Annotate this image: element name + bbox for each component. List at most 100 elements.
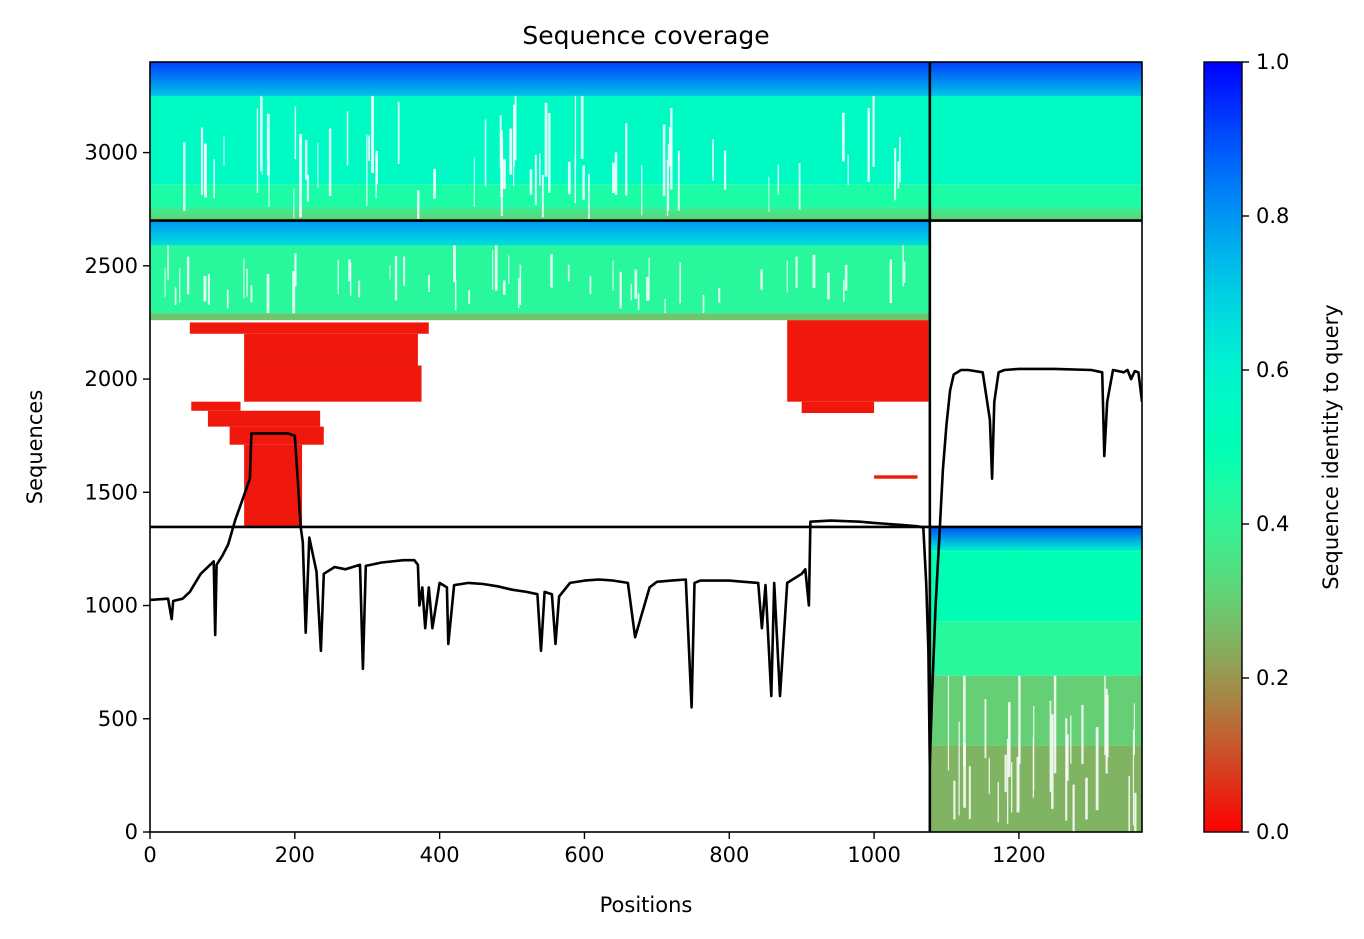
gap-streak — [260, 95, 262, 172]
fragment-rect — [191, 401, 241, 411]
gap-streak — [614, 152, 618, 195]
gap-streak — [867, 107, 870, 182]
heatmap-block — [150, 62, 1142, 221]
gap-streak — [539, 153, 541, 186]
gap-streak — [1018, 675, 1021, 764]
gap-streak — [872, 95, 875, 167]
gap-streak — [588, 173, 590, 220]
gap-streak — [666, 159, 669, 216]
gap-streak — [261, 97, 263, 176]
fragment-rect — [189, 322, 429, 334]
colorbar-tick-label: 0.0 — [1256, 820, 1289, 844]
y-tick-label: 1000 — [85, 594, 138, 618]
y-axis-label: Sequences — [23, 390, 47, 505]
heatmap-block — [189, 320, 929, 527]
gap-streak — [904, 261, 906, 284]
gap-streak — [670, 108, 673, 190]
colorbar: 0.0 0.2 0.4 0.6 0.8 1.0 Sequence identity to … — [1203, 50, 1343, 844]
x-tick-label: 1200 — [992, 843, 1045, 867]
gap-streak — [611, 162, 615, 194]
gap-streak — [484, 119, 487, 187]
gap-streak — [646, 277, 650, 301]
gap-streak — [760, 269, 763, 290]
gap-streak — [963, 742, 966, 808]
gap-streak — [226, 289, 229, 309]
gap-streak — [509, 128, 513, 175]
gap-streak — [567, 161, 571, 195]
colorbar-tick-label: 0.8 — [1256, 204, 1289, 228]
gap-streak — [889, 259, 892, 304]
gap-streak — [348, 259, 351, 282]
gap-streak — [243, 258, 245, 298]
x-tick-label: 600 — [564, 843, 604, 867]
gap-streak — [358, 280, 361, 298]
gap-streak — [1134, 792, 1137, 832]
gap-streak — [266, 113, 270, 176]
gap-streak — [453, 245, 456, 283]
gap-streak — [544, 102, 548, 177]
gap-streak — [294, 253, 297, 287]
coverage-line — [150, 367, 1142, 766]
gap-streak — [1095, 727, 1099, 811]
gap-streak — [534, 154, 537, 205]
x-axis-label: Positions — [600, 893, 693, 917]
gap-streak — [902, 245, 904, 287]
gap-streak — [503, 159, 506, 189]
gap-streak — [637, 293, 640, 311]
colorbar-tick-label: 1.0 — [1256, 50, 1289, 74]
gap-streak — [947, 675, 950, 771]
gap-streak — [1053, 675, 1057, 774]
x-axis: 0 200 400 600 800 1000 1200 — [143, 832, 1046, 867]
gap-streak — [625, 123, 628, 196]
heatmap-band — [929, 551, 1142, 622]
gap-streak — [368, 135, 370, 161]
x-tick-label: 1000 — [847, 843, 900, 867]
x-tick-label: 800 — [709, 843, 749, 867]
gap-streak — [786, 260, 788, 293]
x-tick-label: 0 — [143, 843, 156, 867]
gap-streak — [550, 254, 553, 288]
gap-streak — [634, 269, 638, 299]
alignment-gaps — [164, 95, 1137, 832]
gap-streak — [1004, 754, 1007, 793]
gap-streak — [207, 274, 210, 305]
heatmap-band — [150, 313, 930, 321]
gap-streak — [494, 245, 498, 291]
gap-streak — [795, 256, 798, 289]
gap-streak — [1016, 756, 1020, 813]
colorbar-tick-label: 0.2 — [1256, 666, 1289, 690]
gap-streak — [1081, 704, 1084, 764]
gap-streak — [517, 278, 520, 309]
gap-streak — [1132, 729, 1135, 826]
gap-streak — [712, 139, 714, 181]
fragment-rect — [244, 365, 422, 402]
gap-streak — [519, 264, 522, 305]
gap-streak — [529, 169, 533, 195]
gap-streak — [768, 176, 770, 213]
gap-streak — [1008, 702, 1011, 778]
heatmap-band — [929, 745, 1142, 832]
fragment-rect — [244, 444, 303, 527]
heatmap-band — [150, 206, 1142, 221]
gap-streak — [473, 157, 475, 207]
gap-streak — [612, 260, 614, 291]
gap-streak — [508, 255, 510, 285]
gap-streak — [1018, 733, 1020, 811]
gap-streak — [1006, 738, 1009, 824]
gap-streak — [677, 150, 680, 211]
gap-streak — [899, 136, 901, 183]
gap-streak — [812, 254, 816, 288]
gap-streak — [250, 285, 253, 303]
gap-streak — [203, 276, 207, 302]
gap-streak — [894, 148, 897, 201]
y-tick-label: 3000 — [85, 141, 138, 165]
gap-streak — [394, 255, 398, 301]
gap-streak — [580, 95, 584, 159]
gap-streak — [648, 257, 650, 300]
heatmap-band — [929, 621, 1142, 676]
fragment-rect — [229, 426, 324, 445]
gap-streak — [389, 265, 391, 280]
y-tick-label: 1500 — [85, 480, 138, 504]
gap-streak — [548, 113, 551, 193]
gap-streak — [502, 280, 506, 295]
